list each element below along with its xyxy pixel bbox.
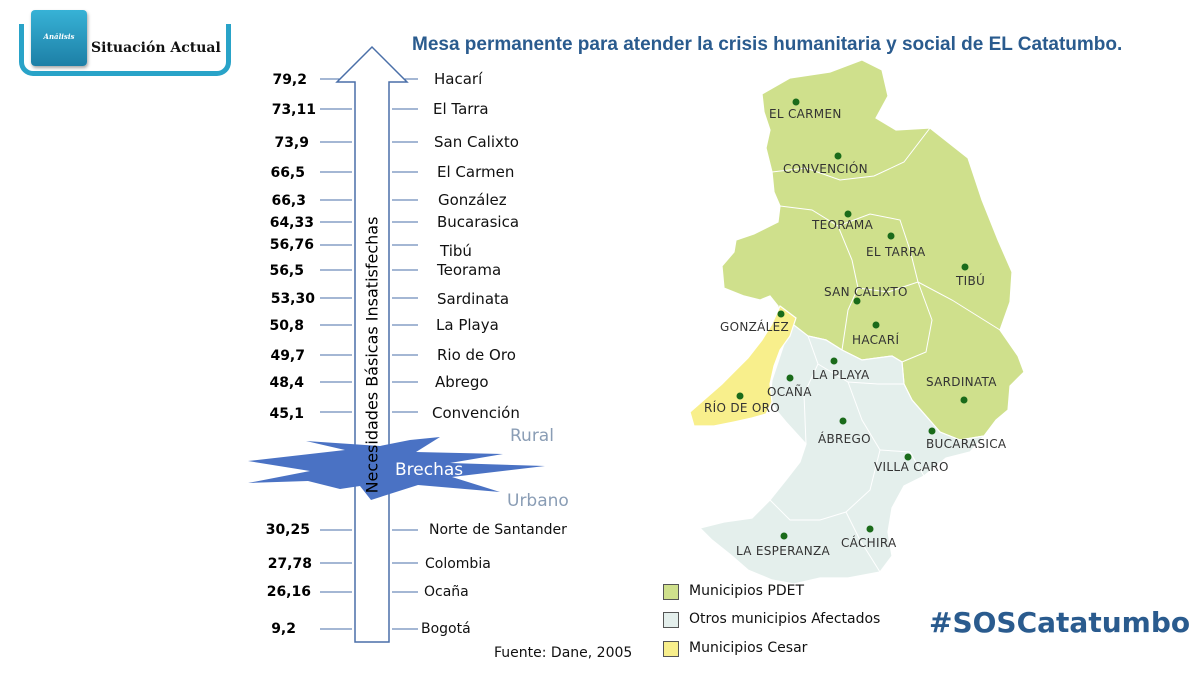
rural-label: Rural xyxy=(510,426,554,446)
section-badge: Análisis Situación Actual xyxy=(19,10,237,80)
value-convencion: 45,1 xyxy=(269,406,304,422)
map-label-convencion: CONVENCIÓN xyxy=(783,162,868,176)
place-el-tarra: El Tarra xyxy=(433,100,489,118)
badge-small-text: Análisis xyxy=(43,32,75,41)
badge-square-icon xyxy=(31,10,87,66)
dot-rio-de-oro xyxy=(736,392,744,400)
dot-sardinata xyxy=(960,396,968,404)
dot-teorama xyxy=(844,210,852,218)
place-abrego: Abrego xyxy=(435,373,489,391)
legend-label-cesar: Municipios Cesar xyxy=(689,640,808,656)
map-label-hacari: HACARÍ xyxy=(852,333,900,347)
value-sardinata: 53,30 xyxy=(270,291,315,307)
place-hacari: Hacarí xyxy=(434,70,483,88)
value-teorama: 56,5 xyxy=(269,263,304,279)
map-region-otros xyxy=(698,320,986,585)
place-tibu: Tibú xyxy=(440,242,472,260)
value-norte-de-santander: 30,25 xyxy=(265,522,310,538)
value-hacari: 79,2 xyxy=(272,72,307,88)
dot-gonzalez xyxy=(777,310,785,318)
map-label-tibu: TIBÚ xyxy=(956,274,986,288)
map-region-cesar xyxy=(689,305,797,427)
page-title: Mesa permanente para atender la crisis h… xyxy=(412,34,1123,55)
hashtag: #SOSCatatumbo xyxy=(929,606,1191,639)
rural-connectors xyxy=(320,78,418,413)
brechas-starburst-icon xyxy=(248,437,545,500)
badge-label: Situación Actual xyxy=(91,40,221,56)
place-san-calixto: San Calixto xyxy=(434,133,519,151)
map-label-la-esperanza: LA ESPERANZA xyxy=(736,544,831,558)
place-colombia: Colombia xyxy=(425,556,491,572)
map-label-cachira: CÁCHIRA xyxy=(841,536,897,550)
value-san-calixto: 73,9 xyxy=(274,135,309,151)
dot-villa-caro xyxy=(904,453,912,461)
map-boundaries xyxy=(769,127,1001,573)
map-label-bucarasica: BUCARASICA xyxy=(926,437,1007,451)
dot-ocana xyxy=(786,374,794,382)
map-label-villa-caro: VILLA CARO xyxy=(874,460,949,474)
place-teorama: Teorama xyxy=(437,261,502,279)
value-colombia: 27,78 xyxy=(267,556,312,572)
dot-la-playa xyxy=(830,357,838,365)
legend-swatch-cesar xyxy=(663,641,679,657)
place-norte-de-santander: Norte de Santander xyxy=(429,522,567,538)
place-bogota: Bogotá xyxy=(421,621,471,637)
value-bogota: 9,2 xyxy=(271,621,296,637)
dot-san-calixto xyxy=(853,297,861,305)
urban-label: Urbano xyxy=(507,491,569,511)
legend-swatch-otros xyxy=(663,612,679,628)
dot-el-carmen xyxy=(792,98,800,106)
map-label-teorama: TEORAMA xyxy=(812,218,874,232)
municipality-dots xyxy=(736,98,969,540)
dot-hacari xyxy=(872,321,880,329)
map-label-rio-de-oro: RÍO DE ORO xyxy=(704,401,781,415)
map-label-gonzalez: GONZÁLEZ xyxy=(720,320,790,334)
legend-label-pdet: Municipios PDET xyxy=(689,583,805,599)
dot-cachira xyxy=(866,525,874,533)
source-note: Fuente: Dane, 2005 xyxy=(494,645,633,661)
value-gonzalez: 66,3 xyxy=(271,193,306,209)
urban-connectors xyxy=(320,529,418,630)
map-label-la-playa: LA PLAYA xyxy=(812,368,870,382)
legend-swatch-pdet xyxy=(663,584,679,600)
place-rio-de-oro: Rio de Oro xyxy=(437,346,516,364)
place-gonzalez: González xyxy=(438,191,507,209)
badge-frame xyxy=(19,24,231,76)
legend-label-otros: Otros municipios Afectados xyxy=(689,611,881,627)
dot-convencion xyxy=(834,152,842,160)
place-la-playa: La Playa xyxy=(436,316,499,334)
place-sardinata: Sardinata xyxy=(437,290,510,308)
up-arrow-icon xyxy=(335,45,409,643)
map-label-abrego: ÁBREGO xyxy=(818,432,871,446)
dot-abrego xyxy=(839,417,847,425)
map-label-ocana: OCAÑA xyxy=(767,385,812,399)
map-label-el-tarra: EL TARRA xyxy=(866,245,926,259)
map-label-sardinata: SARDINATA xyxy=(926,375,997,389)
place-el-carmen: El Carmen xyxy=(437,163,515,181)
value-el-carmen: 66,5 xyxy=(270,165,305,181)
dot-el-tarra xyxy=(887,232,895,240)
gap-label: Brechas xyxy=(395,460,464,480)
place-convencion: Convención xyxy=(432,404,520,422)
dot-tibu xyxy=(961,263,969,271)
value-la-playa: 50,8 xyxy=(269,318,304,334)
dot-la-esperanza xyxy=(780,532,788,540)
value-abrego: 48,4 xyxy=(269,375,304,391)
value-rio-de-oro: 49,7 xyxy=(270,348,305,364)
value-el-tarra: 73,11 xyxy=(271,102,316,118)
value-ocana: 26,16 xyxy=(266,584,311,600)
value-tibu: 56,76 xyxy=(269,237,314,253)
place-ocana: Ocaña xyxy=(424,584,469,600)
value-bucarasica: 64,33 xyxy=(269,215,314,231)
dot-bucarasica xyxy=(928,427,936,435)
map-label-el-carmen: EL CARMEN xyxy=(769,107,842,121)
map-label-san-calixto: SAN CALIXTO xyxy=(824,285,908,299)
place-bucarasica: Bucarasica xyxy=(437,213,520,231)
